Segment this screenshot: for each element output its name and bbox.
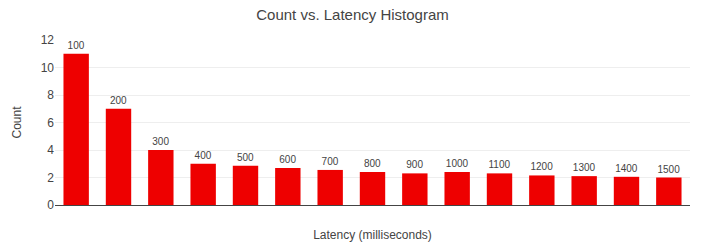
svg-text:600: 600: [279, 154, 296, 165]
svg-text:0: 0: [47, 198, 54, 212]
svg-text:200: 200: [110, 95, 127, 106]
svg-text:900: 900: [406, 159, 423, 170]
svg-text:1200: 1200: [530, 161, 553, 172]
svg-text:700: 700: [322, 156, 339, 167]
svg-text:300: 300: [152, 136, 169, 147]
svg-text:100: 100: [68, 40, 85, 51]
svg-text:1100: 1100: [489, 159, 511, 170]
svg-text:Count: Count: [10, 106, 24, 139]
svg-text:8: 8: [47, 88, 54, 102]
svg-text:1000: 1000: [446, 158, 469, 169]
svg-text:400: 400: [195, 150, 212, 161]
svg-text:10: 10: [41, 61, 55, 75]
svg-text:1300: 1300: [573, 162, 596, 173]
svg-text:4: 4: [47, 143, 54, 157]
svg-text:500: 500: [237, 152, 254, 163]
svg-text:1500: 1500: [657, 164, 680, 175]
svg-text:800: 800: [364, 158, 381, 169]
svg-text:12: 12: [41, 33, 55, 47]
svg-text:2: 2: [47, 171, 54, 185]
svg-text:Latency (milliseconds): Latency (milliseconds): [313, 228, 432, 242]
svg-text:Count vs. Latency Histogram: Count vs. Latency Histogram: [256, 6, 449, 23]
svg-text:1400: 1400: [615, 163, 638, 174]
svg-text:6: 6: [47, 116, 54, 130]
